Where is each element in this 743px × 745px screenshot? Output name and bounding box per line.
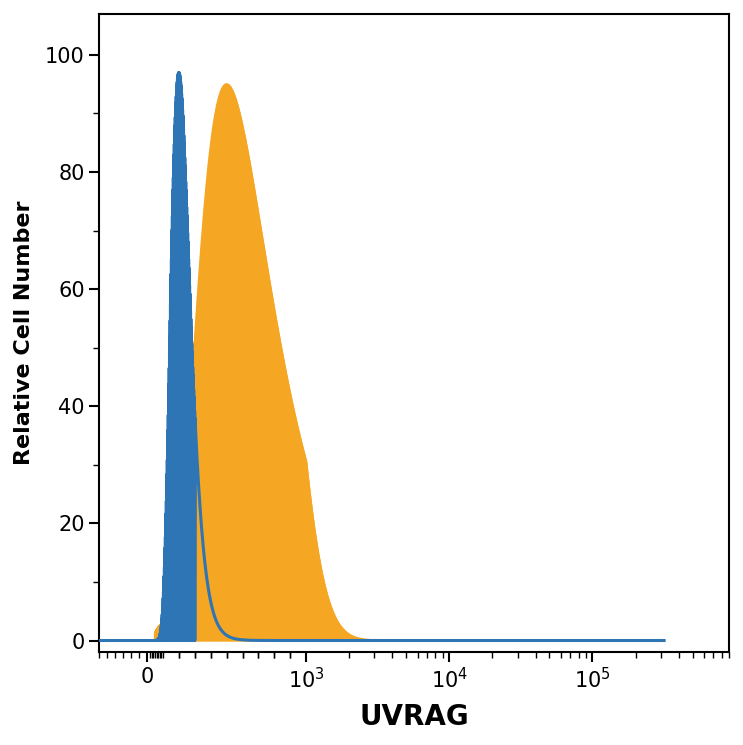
X-axis label: UVRAG: UVRAG (360, 703, 469, 731)
Y-axis label: Relative Cell Number: Relative Cell Number (14, 201, 34, 466)
